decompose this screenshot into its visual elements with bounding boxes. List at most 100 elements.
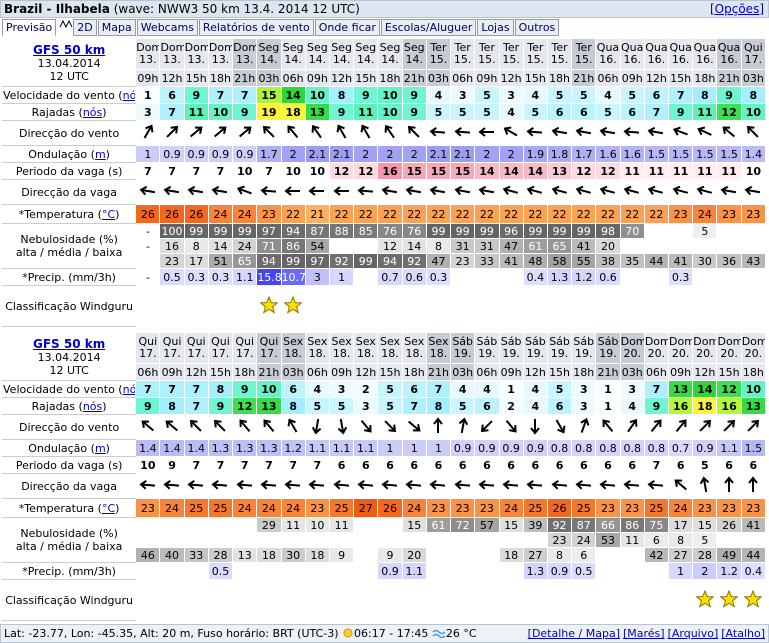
temp-cell: 22 xyxy=(619,204,645,224)
period-cell: 6 xyxy=(668,456,694,474)
direction-arrow xyxy=(555,418,565,433)
arrow-cell xyxy=(571,179,597,205)
tab[interactable]: Outros xyxy=(514,19,560,36)
arrow-cell xyxy=(207,414,234,440)
options-link[interactable]: [Opções] xyxy=(710,2,764,16)
clouds_mid-cell: 12 xyxy=(377,238,403,254)
model-link[interactable]: GFS 50 km xyxy=(32,336,106,351)
speed-cell: 5 xyxy=(474,86,500,104)
tab[interactable]: Onde ficar xyxy=(314,19,380,36)
arrow-cell xyxy=(595,414,621,440)
rating-cell xyxy=(353,285,379,327)
clouds_low-cell: 8 xyxy=(546,547,573,563)
tab[interactable]: Previsão xyxy=(2,19,57,36)
clouds_mid-cell xyxy=(401,532,427,548)
clouds_low-cell: 18 xyxy=(304,547,330,563)
unit-link[interactable]: nós xyxy=(122,88,136,102)
unit-link[interactable]: nós xyxy=(122,382,136,396)
day-cell: Seg 14. xyxy=(401,38,427,70)
period-cell: 6 xyxy=(571,456,597,474)
unit-link[interactable]: °C xyxy=(101,207,116,221)
label-text: ) xyxy=(105,441,110,455)
period-cell: 15 xyxy=(425,162,452,180)
tab[interactable]: Lojas xyxy=(477,19,514,36)
unit-link[interactable]: m xyxy=(94,441,106,455)
model-link[interactable]: GFS 50 km xyxy=(32,42,106,57)
arrow-shape xyxy=(720,185,737,195)
arrow-shape xyxy=(166,125,179,138)
arrow-shape xyxy=(502,479,519,490)
clouds_low-cell: 23 xyxy=(159,253,185,269)
arrow-shape xyxy=(337,418,347,434)
temp-cell: 26 xyxy=(546,498,573,518)
footer-link[interactable]: [Marés] xyxy=(622,627,665,640)
clouds_low-cell: 47 xyxy=(425,253,452,269)
arrow-cell xyxy=(304,179,330,205)
tab[interactable]: Mapa xyxy=(97,19,136,36)
direction-arrow xyxy=(724,475,734,492)
precip-cell xyxy=(643,562,670,580)
row-label: Periodo da vaga (s) xyxy=(1,162,137,180)
speed-cell: 5 xyxy=(571,86,597,104)
arrow-cell xyxy=(256,473,282,499)
arrow-shape xyxy=(580,417,590,433)
footer-link[interactable]: [Detalhe / Mapa] xyxy=(527,627,620,640)
precip-cell: 0.5 xyxy=(207,562,234,580)
arrow-shape xyxy=(308,185,325,196)
day: Seg xyxy=(306,41,328,54)
precip-cell xyxy=(619,562,645,580)
rating-cell xyxy=(280,285,306,327)
date: 14. xyxy=(357,53,375,66)
speed-cell: 9 xyxy=(353,86,379,104)
hour-cell: 21h xyxy=(232,69,258,87)
arrow-shape xyxy=(623,479,640,490)
star xyxy=(259,295,279,314)
precip-cell: 1.1 xyxy=(232,268,258,286)
unit-link[interactable]: nós xyxy=(82,399,103,413)
clouds_mid-cell: 6 xyxy=(643,532,670,548)
footer-link[interactable]: [Arquivo] xyxy=(667,627,719,640)
date: 16. xyxy=(671,53,690,66)
rating-cell xyxy=(740,579,767,621)
sun-icon xyxy=(343,628,353,638)
clouds_low-cell: 46 xyxy=(135,547,161,563)
clouds_high-cell: 75 xyxy=(643,517,670,533)
gusts-cell: 5 xyxy=(450,103,476,121)
period-cell: 7 xyxy=(304,456,330,474)
rating-cell xyxy=(643,579,670,621)
tab[interactable]: Relatórios de vento xyxy=(198,19,314,36)
day: Sex xyxy=(331,335,352,348)
tab[interactable]: Webcams xyxy=(136,19,198,36)
date: 15. xyxy=(550,53,569,66)
label-line: Nebulosidade (%) xyxy=(20,527,118,540)
arrow-shape xyxy=(550,479,567,490)
unit-link[interactable]: °C xyxy=(101,501,116,515)
tab[interactable]: Escolas/Aluguer xyxy=(380,19,477,36)
label-text: Direcção da vaga xyxy=(21,185,118,199)
row-label: *Temperatura (°C) xyxy=(1,204,137,224)
swell-cell: 2 xyxy=(353,145,379,163)
arrow-shape xyxy=(408,125,420,138)
direction-arrow xyxy=(699,476,710,492)
precip-cell xyxy=(498,562,524,580)
clouds_low-cell: 40 xyxy=(159,547,185,563)
arrow-shape xyxy=(360,419,372,433)
clouds_mid-cell xyxy=(256,532,282,548)
unit-link[interactable]: m xyxy=(94,147,106,161)
arrow-shape xyxy=(312,418,322,434)
day: Sáb xyxy=(500,335,522,348)
arrow-shape xyxy=(672,126,688,136)
arrow-cell xyxy=(740,179,767,205)
tab[interactable]: 2D xyxy=(73,19,97,36)
arrow-shape xyxy=(527,185,543,195)
clouds_mid-cell xyxy=(232,532,258,548)
precip-cell: 2 xyxy=(692,562,718,580)
unit-link[interactable]: nós xyxy=(82,105,103,119)
star-shape xyxy=(719,589,739,608)
footer-link[interactable]: [Atalho] xyxy=(721,627,765,640)
arrow-cell xyxy=(304,120,330,146)
precip-cell xyxy=(328,562,355,580)
day-cell: Qua 16. xyxy=(716,38,742,70)
day: Qui xyxy=(211,335,230,348)
clouds_low-cell: 92 xyxy=(328,253,355,269)
